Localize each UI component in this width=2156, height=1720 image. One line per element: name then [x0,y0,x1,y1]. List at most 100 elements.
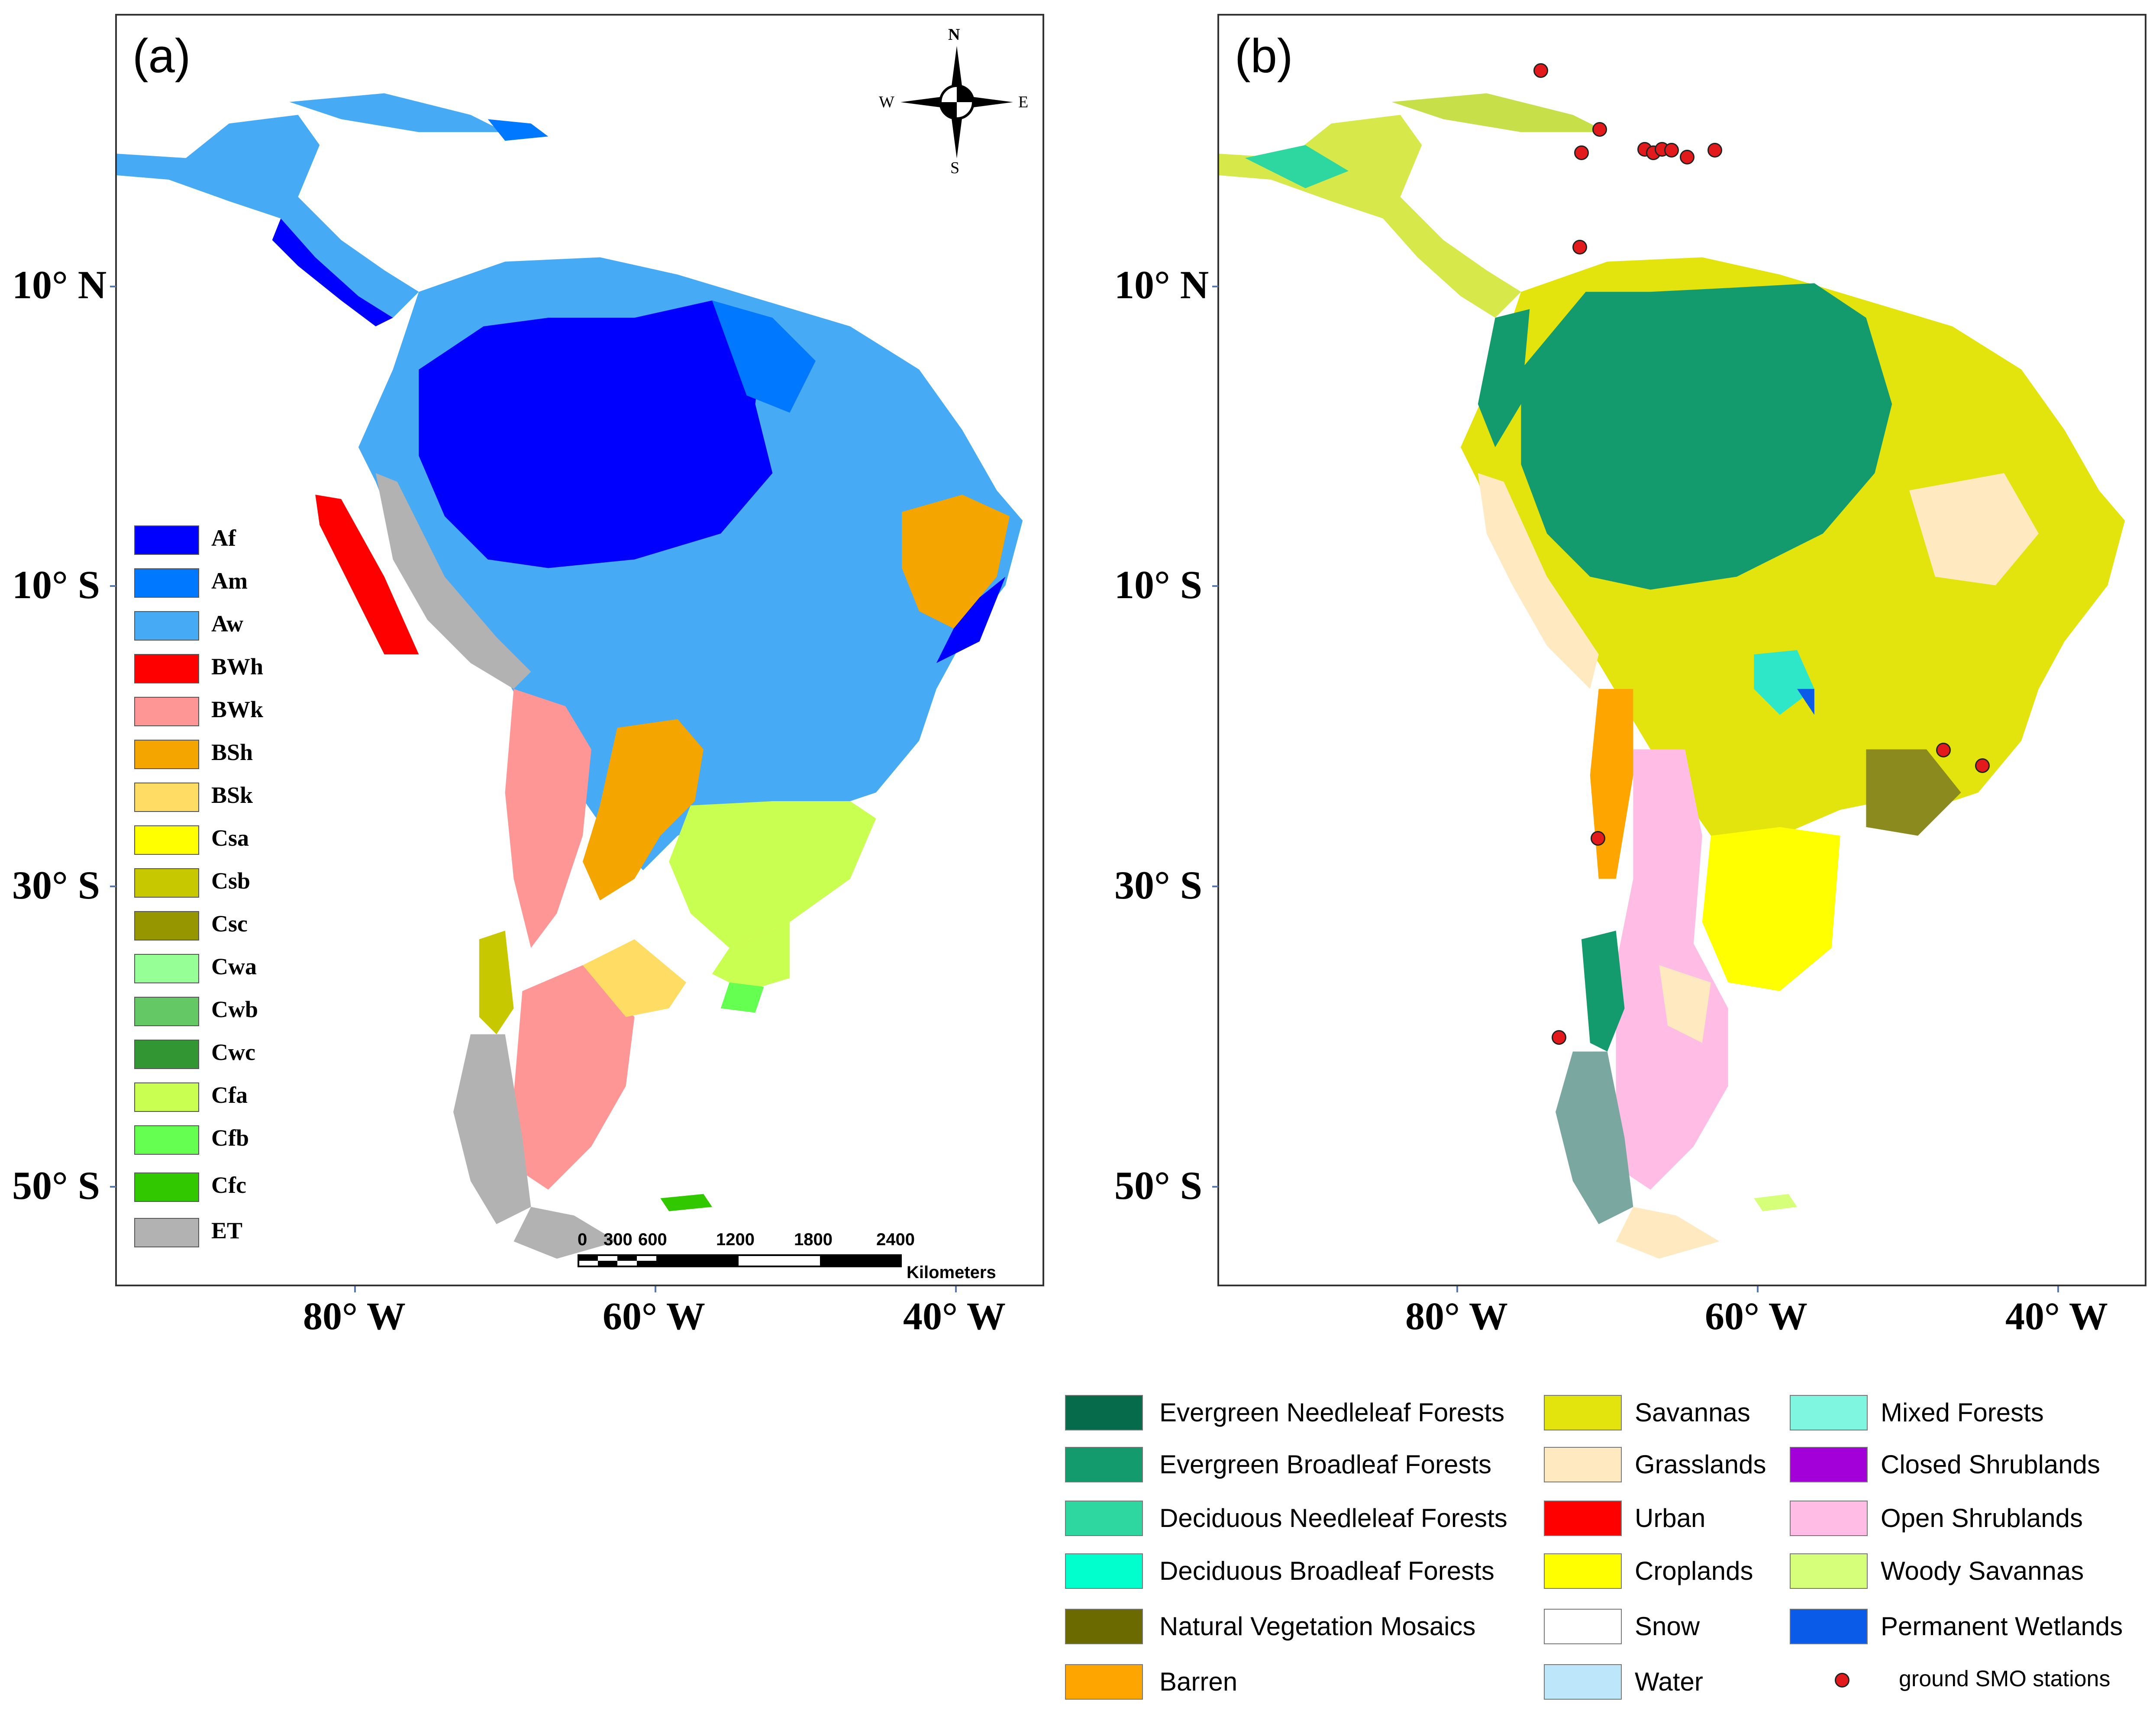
legend-swatch [134,1172,199,1202]
lat-label-30s: 30° S [12,863,100,907]
legend-swatch [1790,1501,1868,1536]
legend-swatch [1544,1664,1622,1700]
legend-label: Barren [1159,1667,1238,1696]
legend-label: Deciduous Broadleaf Forests [1159,1556,1494,1585]
legend-label: Cwb [211,996,258,1022]
smo-station-icon [1835,1673,1849,1688]
legend-swatch [134,825,199,855]
map-panel-a: (a) N S W E Af Am Aw BWh BWk BSh BSk Csa… [115,14,1044,1286]
lat-tick [1212,585,1218,587]
legend-swatch [134,568,199,598]
lat-label-10s: 10° S [1114,563,1202,607]
legend-swatch [1065,1664,1143,1700]
legend-label: Grasslands [1635,1450,1766,1479]
legend-label: Cwc [211,1039,255,1065]
legend-swatch [134,654,199,683]
legend-label: Urban [1635,1504,1706,1533]
panel-a-label: (a) [132,29,191,83]
legend-label: Deciduous Needleleaf Forests [1159,1504,1507,1533]
lon-tick [2057,1286,2059,1292]
smo-station-marker [1707,143,1722,158]
legend-label: ground SMO stations [1899,1666,2111,1691]
legend-label: Evergreen Broadleaf Forests [1159,1450,1492,1479]
legend-swatch [134,997,199,1026]
lat-tick [110,585,116,587]
legend-label: Open Shrublands [1881,1504,2083,1533]
legend-label: Csb [211,868,251,894]
smo-station-marker [1664,143,1679,158]
lon-label-60w: 60° W [603,1295,705,1338]
smo-station-marker [1591,831,1605,846]
legend-label: BWk [211,696,264,722]
smo-station-marker [1936,743,1951,757]
lat-label-50s: 50° S [1114,1163,1202,1208]
legend-swatch [134,697,199,726]
legend-swatch [1790,1553,1868,1589]
legend-label: Woody Savannas [1881,1556,2084,1585]
legend-swatch [1790,1447,1868,1482]
legend-label: Csc [211,911,248,937]
land-cover-legend: Evergreen Needleleaf Forests Evergreen B… [1065,1391,2156,1712]
legend-label: BWh [211,654,264,680]
scale-tick-label: 300 [604,1230,633,1249]
lat-label-10s: 10° S [12,563,100,607]
lat-tick [110,886,116,887]
legend-label: Cfb [211,1125,249,1151]
lon-tick [955,1286,957,1292]
lon-label-80w: 80° W [303,1295,406,1338]
lat-label-10n: 10° N [12,263,107,307]
legend-swatch [134,1218,199,1247]
legend-label: Cwa [211,953,257,979]
smo-station-marker [1680,150,1694,164]
legend-label: Am [211,568,248,594]
legend-swatch [1544,1609,1622,1644]
lon-label-40w: 40° W [2005,1295,2108,1338]
legend-swatch [134,783,199,812]
lon-label-60w: 60° W [1705,1295,1807,1338]
compass-south: S [950,159,960,177]
lat-tick [110,286,116,287]
legend-label: ET [211,1218,243,1243]
smo-station-marker [1574,145,1589,160]
legend-swatch [1790,1395,1868,1430]
lon-tick [1757,1286,1759,1292]
panel-b-label: (b) [1235,29,1293,83]
lat-tick [1212,1186,1218,1188]
legend-swatch [134,611,199,641]
smo-station-marker [1975,758,1990,773]
legend-swatch [134,740,199,769]
legend-label: Savannas [1635,1398,1750,1427]
legend-label: Af [211,525,236,551]
legend-swatch [134,954,199,983]
legend-swatch [1544,1395,1622,1430]
legend-swatch [1790,1609,1868,1644]
legend-label: BSk [211,782,253,808]
smo-station-marker [1592,122,1607,137]
lat-label-30s: 30° S [1114,863,1202,907]
scale-unit: Kilometers [907,1263,996,1282]
lon-tick [354,1286,356,1292]
legend-label: Evergreen Needleleaf Forests [1159,1398,1505,1427]
legend-swatch [134,525,199,555]
legend-label: BSh [211,739,253,765]
smo-station-marker [1552,1030,1566,1045]
lat-tick [1212,886,1218,887]
compass-east: E [1018,93,1029,111]
lon-label-40w: 40° W [903,1295,1006,1338]
legend-swatch [134,868,199,898]
legend-label: Cfc [211,1172,246,1198]
legend-swatch [1065,1553,1143,1589]
legend-label: Croplands [1635,1556,1753,1585]
legend-label: Natural Vegetation Mosaics [1159,1612,1476,1641]
lat-tick [1212,286,1218,287]
map-panel-b: (b) [1217,14,2146,1286]
legend-label: Permanent Wetlands [1881,1612,2123,1641]
scale-tick-label: 600 [638,1230,667,1249]
scale-tick-label: 2400 [876,1230,915,1249]
koppen-map [117,93,1023,1259]
lon-label-80w: 80° W [1405,1295,1508,1338]
legend-swatch [134,1040,199,1069]
legend-label: Snow [1635,1612,1700,1641]
scale-tick-label: 1800 [794,1230,833,1249]
legend-label: Cfa [211,1082,248,1108]
